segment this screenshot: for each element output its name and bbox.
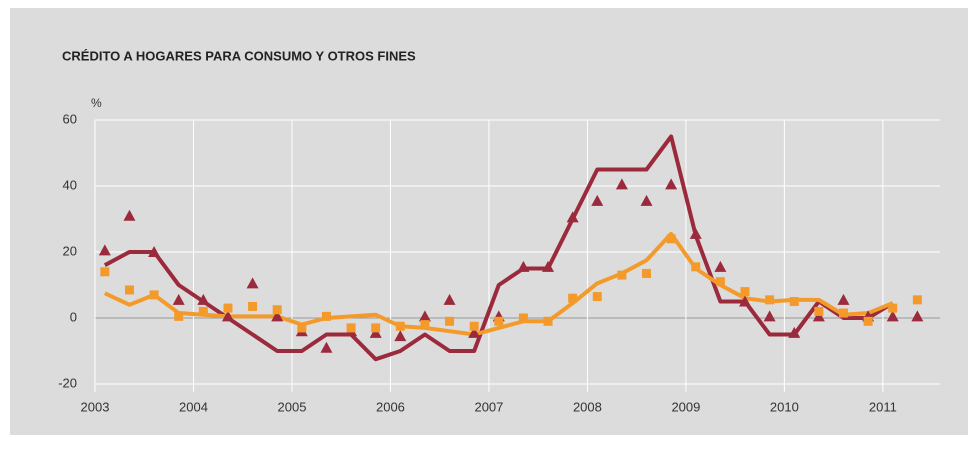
triangle-marker bbox=[517, 260, 530, 272]
square-marker bbox=[174, 311, 184, 321]
square-marker bbox=[543, 316, 553, 326]
triangle-marker bbox=[271, 310, 284, 322]
square-marker bbox=[420, 320, 430, 330]
triangle-marker bbox=[739, 295, 751, 307]
square-marker bbox=[592, 292, 602, 302]
square-marker bbox=[568, 293, 578, 303]
y-tick-label: 0 bbox=[70, 309, 77, 324]
triangle-marker bbox=[763, 310, 776, 322]
square-marker bbox=[814, 306, 824, 316]
triangle-marker bbox=[123, 209, 136, 221]
triangle-marker bbox=[468, 326, 481, 338]
square-marker bbox=[642, 268, 652, 278]
triangle-marker bbox=[394, 330, 407, 342]
triangle-marker bbox=[665, 178, 678, 190]
triangle-marker bbox=[197, 293, 210, 305]
y-tick-label: -20 bbox=[58, 375, 77, 390]
square-marker bbox=[395, 321, 405, 331]
triangle-marker bbox=[837, 293, 850, 305]
x-tick-label: 2011 bbox=[869, 399, 897, 414]
x-tick-label: 2010 bbox=[770, 399, 799, 414]
x-tick-label: 2008 bbox=[573, 399, 602, 414]
triangle-marker bbox=[320, 341, 333, 353]
square-marker bbox=[248, 301, 258, 311]
x-tick-label: 2009 bbox=[671, 399, 700, 414]
triangle-marker bbox=[689, 227, 702, 239]
square-marker bbox=[469, 321, 479, 331]
y-axis-label: % bbox=[91, 96, 102, 110]
square-marker bbox=[863, 316, 873, 326]
triangle-marker bbox=[98, 244, 111, 256]
triangle-marker bbox=[640, 194, 653, 206]
square-marker bbox=[346, 323, 356, 333]
square-marker bbox=[912, 295, 922, 305]
triangle-marker bbox=[566, 211, 579, 223]
square-marker bbox=[838, 308, 848, 318]
square-marker bbox=[371, 323, 381, 333]
triangle-marker bbox=[246, 277, 259, 289]
chart-title: CRÉDITO A HOGARES PARA CONSUMO Y OTROS F… bbox=[62, 48, 416, 63]
x-tick-label: 2005 bbox=[278, 399, 307, 414]
square-marker bbox=[765, 295, 775, 305]
triangle-marker bbox=[788, 326, 801, 338]
square-marker bbox=[518, 313, 528, 323]
square-marker bbox=[272, 305, 282, 315]
triangle-marker bbox=[714, 260, 727, 272]
x-tick-label: 2007 bbox=[474, 399, 503, 414]
triangle-marker bbox=[591, 194, 604, 206]
square-marker bbox=[100, 267, 110, 277]
x-tick-label: 2006 bbox=[376, 399, 405, 414]
square-marker bbox=[740, 287, 750, 297]
triangle-marker bbox=[443, 293, 456, 305]
line bbox=[103, 134, 894, 362]
triangle-marker bbox=[615, 178, 628, 190]
square-marker bbox=[198, 306, 208, 316]
square-marker bbox=[124, 285, 134, 295]
square-marker bbox=[297, 323, 307, 333]
square-marker bbox=[888, 303, 898, 313]
y-tick-label: 20 bbox=[63, 243, 77, 258]
square-marker bbox=[617, 270, 627, 280]
x-tick-label: 2003 bbox=[81, 399, 110, 414]
x-tick-label: 2004 bbox=[179, 399, 208, 414]
y-tick-label: 40 bbox=[63, 177, 77, 192]
square-marker bbox=[666, 234, 676, 244]
square-marker bbox=[789, 297, 799, 306]
square-marker bbox=[223, 303, 233, 313]
line bbox=[103, 231, 894, 337]
square-marker bbox=[321, 311, 331, 321]
square-marker bbox=[715, 277, 725, 287]
triangle-marker bbox=[542, 260, 555, 272]
triangle-marker bbox=[172, 293, 185, 305]
triangle-marker bbox=[148, 246, 161, 257]
triangle-marker bbox=[886, 310, 899, 322]
triangle-marker bbox=[911, 310, 924, 322]
square-marker bbox=[691, 262, 701, 272]
triangle-marker bbox=[221, 310, 234, 322]
square-marker bbox=[445, 316, 455, 326]
square-marker bbox=[149, 290, 159, 300]
square-marker bbox=[494, 316, 504, 326]
triangle-marker bbox=[418, 310, 431, 322]
y-tick-label: 60 bbox=[63, 111, 77, 126]
